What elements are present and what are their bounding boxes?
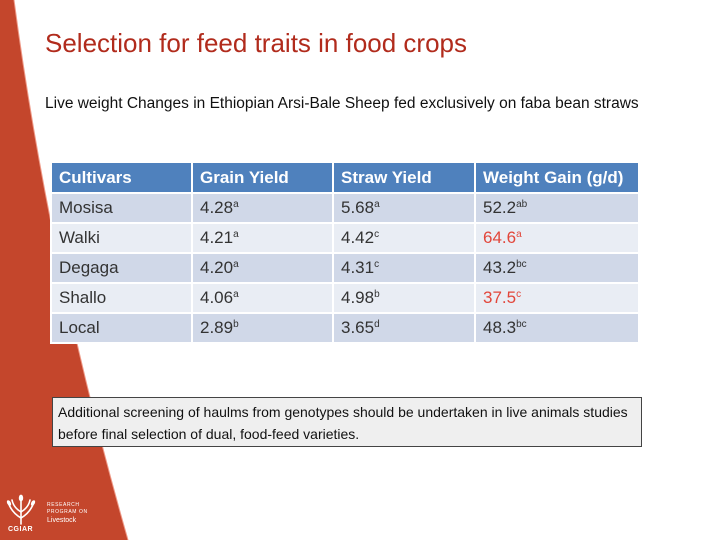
grain-yield-cell: 4.21a: [191, 222, 334, 254]
logo-line-program-on: PROGRAM ON: [47, 509, 88, 515]
significance-letter: a: [516, 229, 522, 240]
cultivar-cell: Shallo: [50, 282, 193, 314]
weight-gain-cell: 52.2ab: [474, 192, 640, 224]
table-row: Walki 4.21a 4.42c 64.6a: [50, 222, 640, 254]
slide-subtitle: Live weight Changes in Ethiopian Arsi-Ba…: [45, 95, 639, 112]
significance-letter: a: [233, 229, 239, 240]
grain-yield-cell: 2.89b: [191, 312, 334, 344]
weight-gain-cell: 43.2bc: [474, 252, 640, 284]
significance-letter: c: [516, 289, 522, 300]
logo-line-research: RESEARCH: [47, 502, 80, 508]
table-row: Local 2.89b 3.65d 48.3bc: [50, 312, 640, 344]
cultivar-cell: Local: [50, 312, 193, 344]
table-row: Degaga 4.20a 4.31c 43.2bc: [50, 252, 640, 284]
cultivar-cell: Walki: [50, 222, 193, 254]
straw-yield-cell: 4.42c: [332, 222, 476, 254]
results-table-container: Cultivars Grain Yield Straw Yield Weight…: [50, 161, 640, 344]
cell-value: 3.65: [341, 318, 375, 337]
cell-value: 4.21: [200, 228, 234, 247]
cultivar-cell: Degaga: [50, 252, 193, 284]
note-box: Additional screening of haulms from geno…: [52, 397, 642, 447]
cell-value: 4.42: [341, 228, 375, 247]
significance-letter: bc: [516, 319, 527, 330]
cell-value: 4.31: [341, 258, 375, 277]
cgiar-livestock-logo: CGIAR RESEARCH PROGRAM ON Livestock: [4, 494, 104, 538]
straw-yield-cell: 4.98b: [332, 282, 476, 314]
straw-yield-cell: 3.65d: [332, 312, 476, 344]
page-title: Selection for feed traits in food crops: [45, 28, 468, 58]
cell-value: 48.3: [483, 318, 517, 337]
straw-yield-cell: 5.68a: [332, 192, 476, 224]
cell-value: 4.28: [200, 198, 234, 217]
results-table: Cultivars Grain Yield Straw Yield Weight…: [50, 161, 640, 344]
significance-letter: c: [374, 259, 380, 270]
cell-value: 37.5: [483, 288, 517, 307]
column-header-straw-yield: Straw Yield: [332, 161, 476, 194]
cell-value: 5.68: [341, 198, 375, 217]
significance-letter: a: [233, 199, 239, 210]
grain-yield-cell: 4.28a: [191, 192, 334, 224]
cell-value: 4.98: [341, 288, 375, 307]
cell-value: 64.6: [483, 228, 517, 247]
wheat-sheaf-icon: [4, 494, 38, 526]
cell-value: 2.89: [200, 318, 234, 337]
significance-letter: a: [233, 289, 239, 300]
significance-letter: c: [374, 229, 380, 240]
table-row: Mosisa 4.28a 5.68a 52.2ab: [50, 192, 640, 224]
significance-letter: ab: [516, 199, 528, 210]
cell-value: 43.2: [483, 258, 517, 277]
significance-letter: a: [233, 259, 239, 270]
significance-letter: b: [233, 319, 239, 330]
significance-letter: d: [374, 319, 380, 330]
grain-yield-cell: 4.20a: [191, 252, 334, 284]
logo-org-name: CGIAR: [8, 526, 34, 533]
significance-letter: a: [374, 199, 380, 210]
column-header-cultivars: Cultivars: [50, 161, 193, 194]
logo-line-livestock: Livestock: [47, 517, 77, 524]
grain-yield-cell: 4.06a: [191, 282, 334, 314]
weight-gain-cell: 37.5c: [474, 282, 640, 314]
cell-value: 52.2: [483, 198, 517, 217]
cell-value: 4.20: [200, 258, 234, 277]
logo-program-text: RESEARCH PROGRAM ON Livestock: [47, 502, 103, 525]
column-header-grain-yield: Grain Yield: [191, 161, 334, 194]
cultivar-cell: Mosisa: [50, 192, 193, 224]
weight-gain-cell: 64.6a: [474, 222, 640, 254]
significance-letter: bc: [516, 259, 527, 270]
cell-value: 4.06: [200, 288, 234, 307]
significance-letter: b: [374, 289, 380, 300]
column-header-weight-gain: Weight Gain (g/d): [474, 161, 640, 194]
weight-gain-cell: 48.3bc: [474, 312, 640, 344]
table-row: Shallo 4.06a 4.98b 37.5c: [50, 282, 640, 314]
straw-yield-cell: 4.31c: [332, 252, 476, 284]
table-header-row: Cultivars Grain Yield Straw Yield Weight…: [50, 161, 640, 194]
